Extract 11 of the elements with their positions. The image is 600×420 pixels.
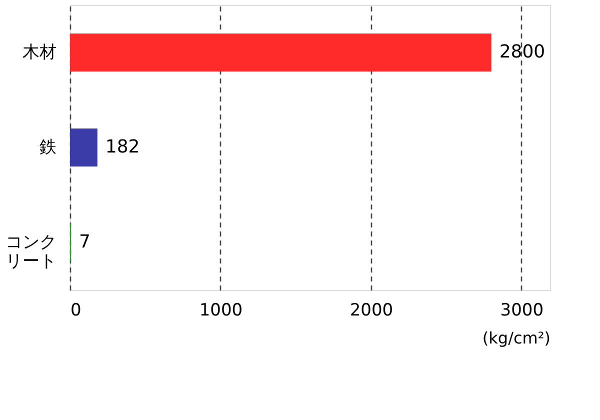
y-tick-label: 木材 [22,42,56,62]
data-label: 2800 [499,42,546,62]
x-tick-label: 2000 [350,300,394,320]
x-tick-label: 1000 [199,300,243,320]
x-tick-label: 3000 [500,300,544,320]
y-tick-label: コンクリート [6,232,56,272]
x-tick-label: 0 [70,300,82,320]
y-tick-label: 鉄 [40,138,56,158]
x-axis-title: (kg/cm²) [482,328,550,348]
data-label: 182 [105,136,140,158]
data-label: 7 [79,232,91,252]
